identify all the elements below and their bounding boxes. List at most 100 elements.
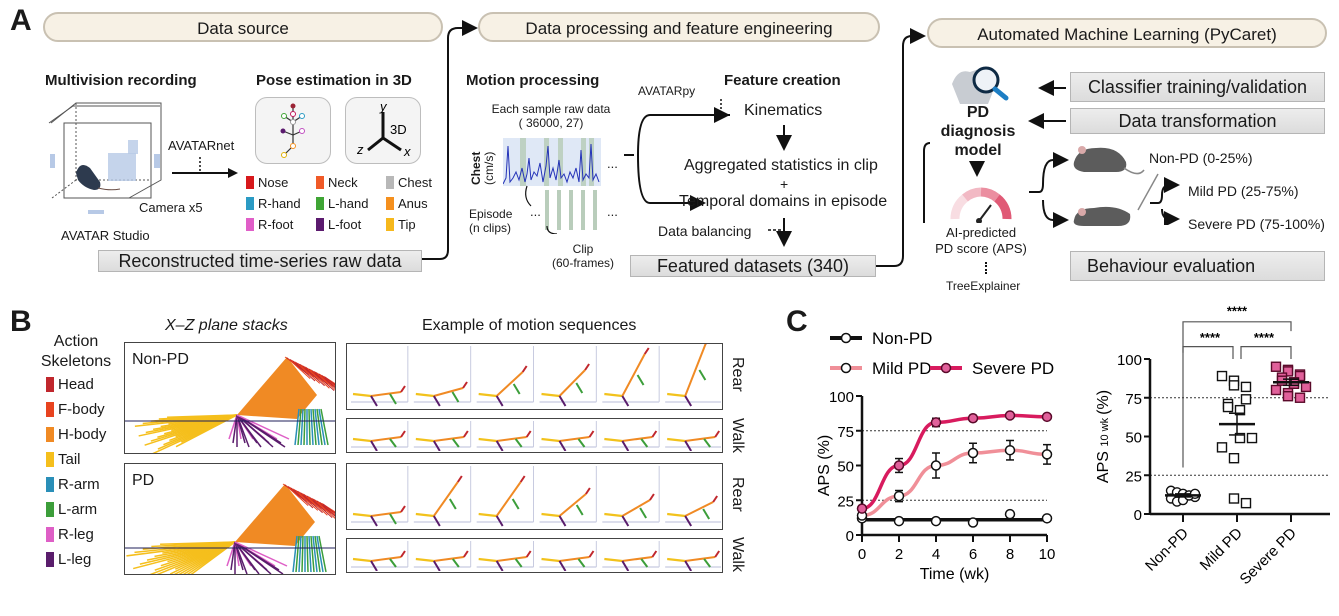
skeleton-arm	[448, 498, 457, 510]
aps-time-course-chart: Non-PD Mild PD Severe PD 0 25 50 75 100 0 2 4 6 8 10…	[816, 329, 1055, 583]
skeleton-arm	[575, 382, 584, 394]
data-point	[1270, 361, 1282, 372]
skeleton-tail	[478, 557, 497, 563]
skeleton-tail	[604, 392, 623, 398]
arm-stroke	[292, 535, 298, 573]
bracket-nonpd-mild	[1182, 346, 1234, 468]
xz-stack-nonpd: Non-PD	[124, 342, 336, 454]
series-line	[861, 448, 1048, 518]
head-stroke	[321, 375, 335, 389]
skeleton-head	[525, 550, 532, 558]
section-header-processing: Data processing and feature engineering	[478, 12, 880, 42]
skeleton-legend-item: Head	[46, 372, 106, 397]
skeleton-head	[585, 487, 591, 495]
data-point	[1228, 452, 1240, 464]
significance-brackets: **** **** ****	[1182, 304, 1292, 468]
skeleton-legend: Head F-body H-body Tail R-arm L-arm R-le…	[46, 372, 106, 572]
skeleton-tail	[352, 392, 372, 398]
skeleton-tail	[478, 512, 497, 518]
keypoint-label: L-foot	[328, 217, 362, 232]
keypoint-swatch	[246, 197, 254, 210]
skeleton-body	[621, 499, 651, 517]
keypoint-label: Anus	[398, 196, 428, 211]
keypoint-legend-item: R-hand	[246, 196, 316, 211]
head-stroke	[311, 370, 335, 391]
legend-marker	[940, 362, 952, 374]
motion-sequences-title: Example of motion sequences	[422, 317, 637, 334]
series-line	[861, 413, 1048, 511]
y-tick-label: 0	[1134, 507, 1142, 524]
arm-stroke	[312, 535, 318, 573]
chest-axis-line2: (cm/s)	[482, 151, 496, 185]
data-point	[1216, 370, 1228, 382]
x-tick-label: 6	[969, 546, 977, 563]
x-tick-label: 2	[895, 546, 903, 563]
skeleton-leg	[370, 395, 378, 407]
skeleton-head	[584, 363, 590, 371]
skeleton-body	[684, 344, 707, 397]
arm-stroke	[318, 408, 326, 446]
axis-3d-label: 3D	[390, 122, 407, 137]
significance-top: ****	[1227, 304, 1248, 319]
skeleton-leg	[684, 515, 693, 527]
data-point	[1234, 432, 1246, 444]
skeleton-body	[621, 353, 646, 397]
reconstructed-data-box: Reconstructed time-series raw data	[98, 250, 422, 272]
clip-ellipsis-left: ...	[530, 204, 541, 219]
skeleton-leg	[432, 440, 441, 451]
x-tick-label: Mild PD	[1197, 525, 1246, 574]
feature-flow-arrows	[624, 99, 792, 247]
skeleton-legend-item: L-arm	[46, 497, 106, 522]
mouse-nonpd-icon	[1073, 146, 1145, 175]
pd-model-line2: model	[954, 142, 1002, 159]
skeleton-tail	[415, 557, 434, 563]
skeleton-legend-item: L-leg	[46, 547, 106, 572]
skeleton-legend-item: Tail	[46, 447, 106, 472]
action-skeletons-title: Action Skeletons	[36, 332, 116, 372]
skeleton-leg	[495, 440, 504, 451]
sequence-frames	[351, 344, 721, 407]
data-point	[1004, 410, 1016, 421]
skeleton-body	[558, 369, 586, 397]
head-stroke	[287, 358, 311, 379]
leg-stroke	[236, 414, 290, 440]
motion-sequence-row	[346, 538, 723, 573]
data-point	[1300, 381, 1312, 393]
keypoint-label: Neck	[328, 175, 358, 190]
keypoint-swatch	[386, 197, 394, 210]
skeleton-arm	[511, 498, 520, 510]
clip-ellipsis-right: ...	[607, 204, 618, 219]
axes-3d-icon: y 3D z x	[356, 99, 411, 159]
xz-group-label: Non-PD	[132, 351, 189, 368]
skeleton-body	[558, 493, 587, 517]
skeleton-arm	[452, 438, 460, 448]
skeleton-head	[400, 505, 406, 513]
x-tick-label: Severe PD	[1237, 525, 1300, 588]
axis-y-label: y	[379, 99, 388, 114]
hbody-shape	[237, 357, 317, 419]
clip-line2: (60-frames)	[552, 256, 615, 270]
skeleton-arm	[452, 558, 460, 568]
head-stroke	[324, 376, 335, 386]
head-stroke	[300, 492, 323, 514]
data-point	[1282, 366, 1294, 377]
data-point	[1294, 392, 1306, 403]
skeleton-swatch	[46, 552, 54, 567]
skeleton-head	[462, 381, 468, 389]
skeleton-leg	[432, 395, 441, 407]
skeleton-head	[651, 550, 658, 558]
model-inspection-icon	[952, 66, 1009, 104]
multivision-title: Multivision recording	[45, 72, 197, 89]
mouse-icon	[76, 164, 101, 190]
skeleton-arm	[640, 558, 649, 568]
keypoint-legend-item: Neck	[316, 175, 386, 190]
skeleton-leg	[558, 515, 567, 527]
legend-marker	[840, 332, 852, 344]
data-point	[1246, 432, 1258, 444]
sequence-frames	[351, 541, 721, 571]
head-stroke	[292, 360, 316, 382]
action-skeletons-line1: Action	[53, 333, 99, 350]
skeleton-tail	[541, 557, 560, 563]
keypoint-legend-item: L-foot	[316, 217, 386, 232]
pd-model-line1: PD diagnosis	[940, 104, 1016, 140]
